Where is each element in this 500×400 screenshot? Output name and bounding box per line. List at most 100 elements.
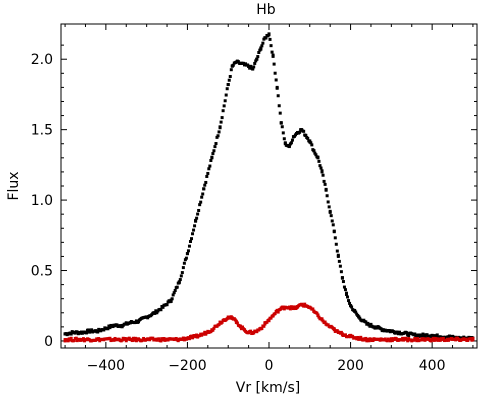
series-marker [310, 143, 314, 147]
series-marker [292, 305, 296, 309]
series-marker [435, 337, 439, 341]
series-marker [195, 333, 199, 337]
series-marker [337, 259, 341, 263]
series-marker [400, 338, 404, 342]
series-marker [425, 333, 429, 337]
series-marker [326, 323, 330, 327]
series-marker [240, 325, 244, 329]
series-marker [396, 332, 400, 336]
series-marker [229, 68, 233, 72]
series-marker [179, 274, 183, 278]
series-marker [325, 194, 329, 198]
series-marker [171, 293, 175, 297]
series-marker [200, 195, 204, 199]
series-marker [364, 320, 368, 324]
series-marker [368, 324, 372, 328]
series-marker [274, 78, 278, 82]
series-marker [344, 291, 348, 295]
series-marker [264, 36, 268, 40]
series-marker [267, 33, 271, 37]
series-marker [282, 137, 286, 141]
series-marker [288, 307, 292, 311]
series-marker [438, 338, 442, 342]
series-marker [322, 179, 326, 183]
series-marker [312, 149, 316, 153]
series-marker [225, 87, 229, 91]
series-marker [416, 337, 420, 341]
series-marker [317, 159, 321, 163]
series-marker [454, 338, 458, 342]
series-marker [413, 332, 417, 336]
series-marker [338, 264, 342, 268]
series-marker [181, 336, 185, 340]
series-marker [226, 82, 230, 86]
series-marker [87, 328, 91, 332]
series-marker [154, 309, 158, 313]
series-marker [290, 138, 294, 142]
y-tick-label: 2.0 [31, 52, 53, 68]
series-marker [183, 258, 187, 262]
series-marker [216, 134, 220, 138]
series-marker [323, 182, 327, 186]
series-marker [332, 327, 336, 331]
series-marker [462, 335, 466, 339]
series-marker [331, 223, 335, 227]
series-marker [198, 203, 202, 207]
series-marker [417, 335, 421, 339]
series-marker [257, 51, 261, 55]
series-marker [169, 299, 173, 303]
series-marker [315, 311, 319, 315]
plot-frame [60, 23, 478, 349]
series-marker [319, 166, 323, 170]
series-marker [161, 305, 165, 309]
series-marker [219, 120, 223, 124]
series-marker [199, 200, 203, 204]
series-marker [151, 336, 155, 340]
series-marker [412, 338, 416, 342]
series-marker [332, 230, 336, 234]
series-1 [63, 302, 475, 343]
series-marker [272, 62, 276, 66]
series-marker [75, 330, 79, 334]
series-marker [217, 323, 221, 327]
series-marker [283, 141, 287, 145]
series-marker [132, 338, 136, 342]
x-tick-label: 200 [337, 358, 364, 374]
series-marker [265, 320, 269, 324]
series-marker [416, 333, 420, 337]
series-marker [279, 121, 283, 125]
series-marker [211, 328, 215, 332]
series-marker [423, 334, 427, 338]
series-marker [186, 249, 190, 253]
series-marker [317, 315, 321, 319]
series-marker [212, 326, 216, 330]
series-marker [357, 315, 361, 319]
series-marker [316, 155, 320, 159]
series-marker [359, 335, 363, 339]
x-tick-label: −200 [168, 358, 206, 374]
series-marker [401, 336, 405, 340]
series-marker [108, 326, 112, 330]
series-marker [311, 307, 315, 311]
series-marker [414, 337, 418, 341]
series-marker [343, 333, 347, 337]
series-marker [68, 338, 72, 342]
series-marker [253, 61, 257, 65]
series-marker [342, 285, 346, 289]
chart-title: Hb [256, 2, 276, 18]
series-marker [197, 208, 201, 212]
series-marker [330, 219, 334, 223]
series-marker [165, 303, 169, 307]
series-marker [239, 327, 243, 331]
series-marker [178, 278, 182, 282]
series-marker [333, 236, 337, 240]
x-tick-label: −400 [87, 358, 125, 374]
series-marker [431, 336, 435, 340]
x-axis-ticks: −400 −200 0 200 400 [64, 24, 474, 374]
series-marker [273, 312, 277, 316]
series-marker [159, 339, 163, 343]
series-0 [63, 32, 475, 341]
series-marker [385, 339, 389, 343]
series-marker [202, 332, 206, 336]
